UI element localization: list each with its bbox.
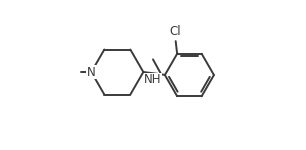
- Text: Cl: Cl: [169, 26, 181, 38]
- Text: N: N: [87, 66, 96, 79]
- Text: NH: NH: [144, 73, 162, 86]
